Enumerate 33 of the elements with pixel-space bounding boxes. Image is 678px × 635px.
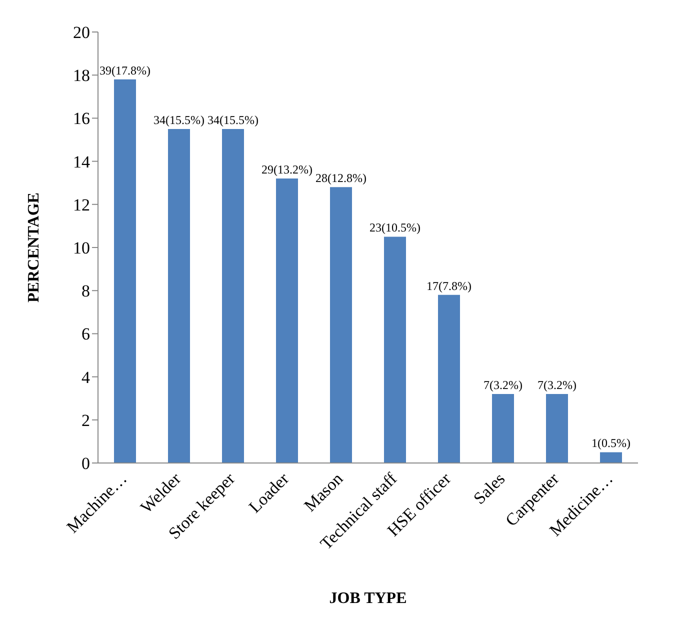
data-label: 7(3.2%)	[484, 378, 522, 392]
y-tick-label: 8	[82, 282, 90, 301]
y-tick-label: 10	[73, 238, 90, 258]
y-tick-label: 18	[73, 66, 90, 86]
data-label: 28(12.8%)	[316, 171, 366, 186]
bar	[276, 178, 298, 463]
data-label: 34(15.5%)	[154, 112, 204, 127]
y-tick-label: 4	[82, 368, 90, 387]
data-label: 17(7.8%)	[426, 278, 472, 293]
y-tick-label: 0	[82, 454, 90, 474]
data-label: 23(10.5%)	[370, 220, 420, 235]
bar	[600, 452, 622, 463]
x-axis-title: JOB TYPE	[329, 590, 407, 607]
bar	[384, 236, 406, 463]
bar	[168, 128, 190, 463]
bar	[330, 187, 352, 463]
bar	[114, 79, 136, 463]
y-tick-label: 14	[73, 152, 90, 172]
y-tick-label: 6	[82, 324, 90, 344]
bar	[222, 128, 244, 463]
data-label: 34(15.5%)	[208, 112, 258, 127]
y-tick-label: 20	[73, 23, 90, 42]
bar	[546, 394, 568, 463]
y-tick-label: 16	[73, 109, 90, 128]
y-tick-label: 12	[73, 195, 90, 214]
y-axis-title: PERCENTAGE	[26, 192, 43, 302]
bar	[492, 394, 514, 463]
data-label: 1(0.5%)	[592, 436, 630, 450]
data-label: 39(17.8%)	[100, 63, 150, 78]
y-tick-label: 2	[82, 410, 90, 430]
bar	[438, 294, 460, 463]
data-label: 29(13.2%)	[262, 162, 312, 177]
data-label: 7(3.2%)	[538, 378, 576, 392]
